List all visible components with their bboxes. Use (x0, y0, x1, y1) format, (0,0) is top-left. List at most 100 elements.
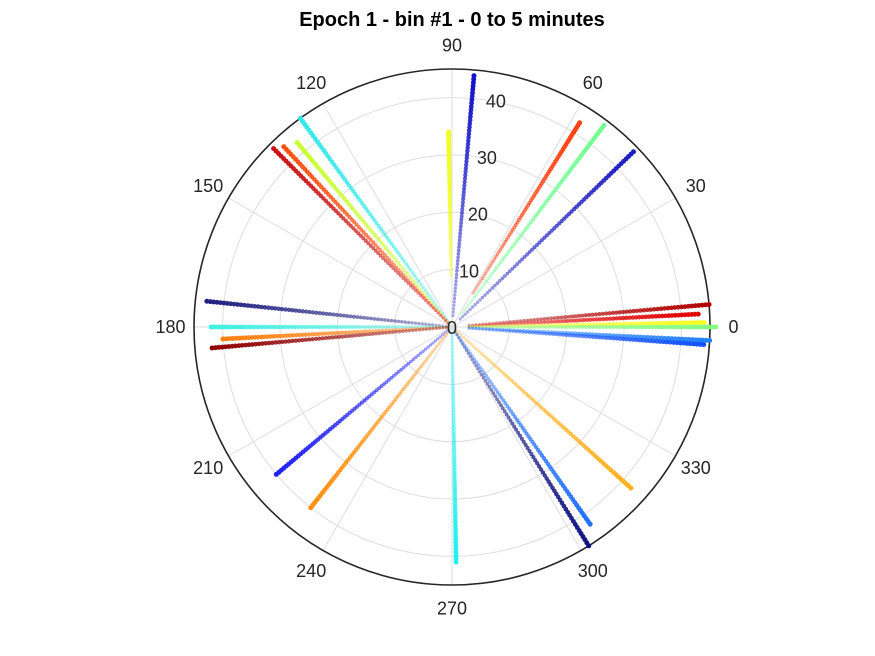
data-point (469, 342, 473, 346)
data-point (372, 218, 377, 223)
data-point (446, 329, 450, 333)
data-point (464, 159, 469, 164)
data-point (308, 505, 314, 511)
data-point (368, 243, 373, 248)
data-point (269, 324, 274, 330)
data-point (658, 321, 663, 326)
data-point (377, 331, 382, 336)
data-point (505, 271, 510, 276)
series-4 (458, 149, 636, 321)
data-point (539, 317, 543, 322)
data-point (594, 317, 599, 322)
data-point (428, 303, 433, 308)
data-point (482, 282, 487, 286)
data-point (638, 308, 643, 313)
data-point (470, 354, 475, 359)
data-point (467, 117, 473, 123)
data-point (502, 255, 507, 259)
data-point (426, 301, 430, 305)
data-point (672, 305, 678, 310)
data-point (404, 363, 408, 368)
data-point (480, 284, 485, 289)
data-point (403, 278, 408, 283)
data-point (531, 455, 536, 460)
data-point (486, 276, 491, 281)
data-point (478, 365, 483, 370)
data-point (360, 325, 365, 329)
data-point (412, 327, 417, 331)
data-point (483, 378, 488, 383)
data-point (614, 310, 619, 315)
data-point (357, 333, 362, 338)
data-point (294, 332, 299, 338)
data-point (463, 172, 468, 178)
data-point (453, 289, 457, 294)
series-15 (204, 298, 448, 328)
data-point (624, 337, 629, 342)
data-point (483, 323, 488, 327)
data-point (449, 263, 453, 267)
data-point (501, 327, 506, 332)
radial-tick-label: 40 (486, 92, 506, 112)
data-point (366, 209, 371, 214)
data-point (624, 315, 629, 321)
data-point (411, 375, 415, 379)
data-point (573, 314, 578, 319)
data-point (307, 337, 312, 342)
data-point (451, 370, 455, 374)
data-point (271, 146, 277, 152)
data-point (296, 338, 302, 343)
data-point (453, 330, 457, 334)
data-point (620, 315, 626, 321)
data-point (400, 319, 404, 324)
data-point (709, 324, 715, 330)
data-point (436, 311, 440, 315)
data-point (517, 259, 522, 264)
data-point (516, 236, 521, 241)
data-point (643, 324, 648, 330)
data-point (410, 270, 415, 275)
data-point (462, 176, 468, 181)
data-point (370, 325, 375, 329)
data-point (519, 387, 524, 392)
data-point (297, 332, 302, 338)
data-point (252, 324, 258, 330)
data-point (565, 325, 570, 329)
data-point (462, 183, 467, 188)
data-point (444, 317, 449, 322)
data-point (466, 303, 471, 307)
data-point (514, 238, 519, 243)
data-point (489, 262, 494, 266)
data-point (417, 328, 422, 332)
data-point (547, 331, 552, 336)
data-point (377, 325, 381, 329)
data-point (297, 115, 303, 121)
data-point (364, 332, 368, 337)
data-point (657, 324, 662, 330)
data-point (417, 367, 421, 372)
data-point (486, 376, 490, 381)
data-point (442, 314, 447, 319)
data-point (485, 325, 489, 329)
data-point (636, 324, 641, 330)
data-point (674, 324, 680, 330)
data-point (604, 311, 609, 316)
data-point (604, 324, 609, 330)
data-point (488, 288, 492, 293)
data-point (452, 458, 457, 463)
data-point (446, 329, 451, 334)
data-point (347, 334, 352, 338)
data-point (281, 144, 287, 150)
data-point (558, 319, 563, 324)
data-point (413, 372, 417, 377)
data-point (433, 347, 437, 351)
data-point (451, 422, 456, 427)
data-point (482, 371, 486, 375)
series-2 (471, 120, 583, 295)
data-point (279, 324, 284, 330)
data-point (327, 335, 332, 340)
data-point (537, 331, 542, 335)
data-point (401, 273, 406, 277)
data-point (581, 318, 586, 323)
data-point (378, 227, 383, 232)
